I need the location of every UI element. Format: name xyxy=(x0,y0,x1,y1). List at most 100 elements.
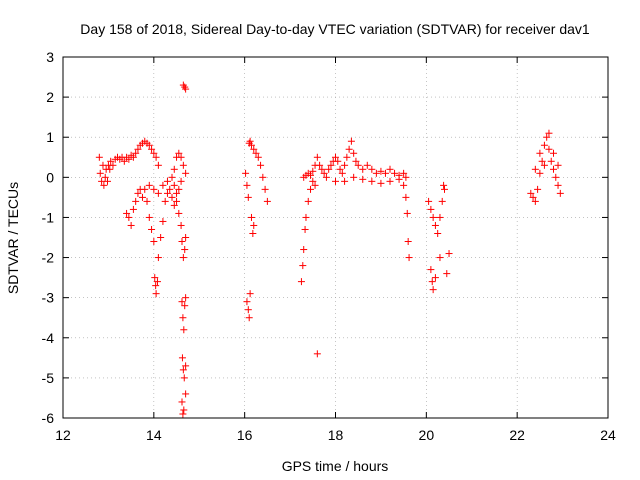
data-point xyxy=(181,246,189,254)
data-point xyxy=(170,181,178,189)
data-point xyxy=(313,153,321,161)
data-point xyxy=(352,157,360,165)
y-axis-label: SDTVAR / TECUs xyxy=(5,182,21,294)
data-point xyxy=(436,254,444,262)
data-point xyxy=(153,278,161,286)
data-point xyxy=(182,390,190,398)
data-point xyxy=(244,306,252,314)
data-point xyxy=(129,205,137,213)
plot-frame xyxy=(62,56,609,419)
data-point xyxy=(150,185,158,193)
data-point xyxy=(405,254,413,262)
data-point xyxy=(134,145,142,153)
data-point xyxy=(182,362,190,370)
y-tick-label: -5 xyxy=(42,370,55,386)
x-tick-label: 16 xyxy=(237,427,253,443)
data-point xyxy=(431,221,439,229)
data-point xyxy=(166,185,174,193)
data-point xyxy=(250,221,258,229)
data-point xyxy=(368,165,376,173)
data-point xyxy=(311,181,319,189)
data-point xyxy=(250,145,258,153)
data-point xyxy=(100,181,108,189)
data-point xyxy=(259,173,267,181)
data-point xyxy=(400,181,408,189)
data-point xyxy=(363,161,371,169)
data-point xyxy=(304,197,312,205)
data-point xyxy=(327,161,335,169)
data-point xyxy=(177,177,185,185)
y-tick-label: -4 xyxy=(42,330,55,346)
x-tick-label: 20 xyxy=(419,427,435,443)
data-point xyxy=(154,189,162,197)
data-point xyxy=(556,189,564,197)
data-point xyxy=(157,234,165,241)
data-point xyxy=(431,274,439,282)
data-point xyxy=(368,177,376,185)
data-point xyxy=(182,294,190,302)
data-point xyxy=(261,185,269,193)
data-point xyxy=(402,193,410,201)
data-point xyxy=(151,274,159,282)
data-point xyxy=(180,406,188,414)
data-point xyxy=(299,262,307,270)
data-point xyxy=(125,213,133,221)
data-point xyxy=(173,197,181,205)
data-point xyxy=(429,213,437,221)
data-point xyxy=(545,145,553,153)
data-point xyxy=(245,314,253,322)
data-point xyxy=(359,175,367,183)
data-point xyxy=(309,167,317,175)
data-point xyxy=(536,169,544,177)
data-point xyxy=(301,225,309,233)
data-point xyxy=(145,181,153,189)
data-point xyxy=(179,254,187,262)
data-point xyxy=(307,185,315,193)
data-point xyxy=(120,157,128,165)
data-point xyxy=(134,189,142,197)
data-point xyxy=(336,165,344,173)
data-point xyxy=(538,157,546,165)
data-point xyxy=(443,270,451,278)
data-point xyxy=(107,157,115,165)
data-point xyxy=(404,238,412,246)
data-point xyxy=(242,169,250,177)
data-point xyxy=(247,141,255,149)
data-point xyxy=(125,155,133,163)
data-point xyxy=(163,177,171,185)
data-point xyxy=(531,165,539,173)
data-point xyxy=(145,141,153,149)
data-point xyxy=(543,133,551,141)
data-point xyxy=(247,213,255,221)
data-point xyxy=(132,197,140,205)
data-point xyxy=(429,286,437,294)
data-point xyxy=(343,153,351,161)
y-tick-label: 3 xyxy=(46,49,54,65)
data-point xyxy=(182,234,190,241)
x-tick-label: 24 xyxy=(600,427,616,443)
x-tick-label: 14 xyxy=(146,427,162,443)
x-axis-label: GPS time / hours xyxy=(282,458,389,474)
data-point xyxy=(400,169,408,177)
data-point xyxy=(313,350,321,358)
data-point xyxy=(309,177,317,185)
data-point xyxy=(243,181,251,189)
data-point xyxy=(354,161,362,169)
data-point xyxy=(178,398,186,406)
data-point xyxy=(527,189,535,197)
data-point xyxy=(350,173,358,181)
data-point xyxy=(257,161,265,169)
data-point xyxy=(372,169,380,177)
data-point xyxy=(402,173,410,181)
data-point xyxy=(129,153,137,161)
data-point xyxy=(440,181,448,189)
data-point xyxy=(403,209,411,217)
data-point xyxy=(101,173,109,181)
data-point xyxy=(334,157,342,165)
data-point xyxy=(316,161,324,169)
data-point xyxy=(179,161,187,169)
data-point xyxy=(263,197,271,205)
data-point xyxy=(545,129,553,137)
data-point xyxy=(104,177,112,185)
